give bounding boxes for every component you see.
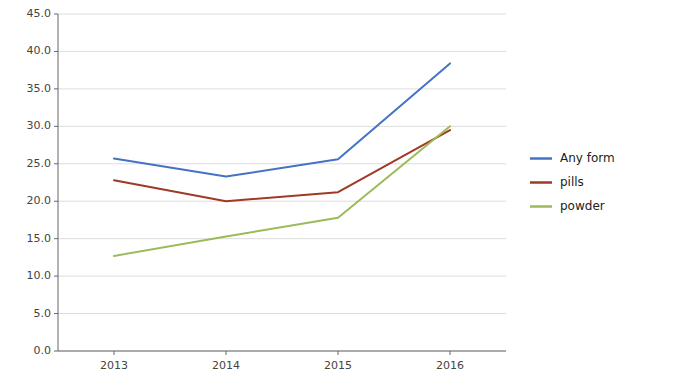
y-tick-label: 45.0 (27, 7, 52, 20)
legend-swatch (530, 157, 552, 160)
grid-line (58, 14, 506, 15)
y-tick (54, 14, 58, 15)
grid (58, 14, 506, 351)
y-tick-label: 35.0 (27, 82, 52, 95)
y-tick-label: 30.0 (27, 119, 52, 132)
y-tick-label: 20.0 (27, 194, 52, 207)
grid-line (58, 238, 506, 239)
y-tick-label: 25.0 (27, 157, 52, 170)
y-tick-label: 40.0 (27, 44, 52, 57)
y-tick-label: 0.0 (34, 344, 52, 357)
y-axis-line (58, 14, 59, 351)
x-tick-label: 2013 (100, 359, 128, 372)
y-tick (54, 88, 58, 89)
grid-line (58, 313, 506, 314)
x-tick (338, 351, 339, 355)
y-tick (54, 126, 58, 127)
grid-line (58, 163, 506, 164)
y-tick-label: 5.0 (34, 307, 52, 320)
series-line (114, 63, 450, 176)
grid-line (58, 201, 506, 202)
grid-line (58, 276, 506, 277)
x-tick-label: 2016 (436, 359, 464, 372)
x-tick (450, 351, 451, 355)
series-group (114, 63, 450, 255)
legend-label: pills (560, 175, 584, 189)
legend: Any form pills powder (530, 151, 615, 213)
series-line (114, 126, 450, 256)
legend-swatch (530, 205, 552, 208)
grid-line (58, 51, 506, 52)
y-tick (54, 163, 58, 164)
series-line (114, 130, 450, 201)
axes: 0.0 5.0 10.0 15.0 20.0 25.0 30.0 35.0 40.0 45.0 20… (27, 7, 507, 372)
y-tick (54, 51, 58, 52)
y-tick-label: 15.0 (27, 232, 52, 245)
x-tick (226, 351, 227, 355)
legend-swatch (530, 181, 552, 184)
grid-line (58, 88, 506, 89)
y-tick (54, 313, 58, 314)
grid-line (58, 126, 506, 127)
grid-line (58, 351, 506, 352)
x-axis-line (58, 351, 506, 352)
x-tick-label: 2014 (212, 359, 240, 372)
x-tick (114, 351, 115, 355)
legend-label: powder (560, 199, 605, 213)
y-tick (54, 276, 58, 277)
y-tick (54, 351, 58, 352)
y-tick (54, 238, 58, 239)
chart-svg: 0.0 5.0 10.0 15.0 20.0 25.0 30.0 35.0 40.0 45.0 20… (0, 0, 686, 387)
legend-label: Any form (560, 151, 615, 165)
y-tick-label: 10.0 (27, 269, 52, 282)
x-tick-label: 2015 (324, 359, 352, 372)
chart-container: 0.0 5.0 10.0 15.0 20.0 25.0 30.0 35.0 40.0 45.0 20… (0, 0, 686, 387)
y-tick (54, 201, 58, 202)
